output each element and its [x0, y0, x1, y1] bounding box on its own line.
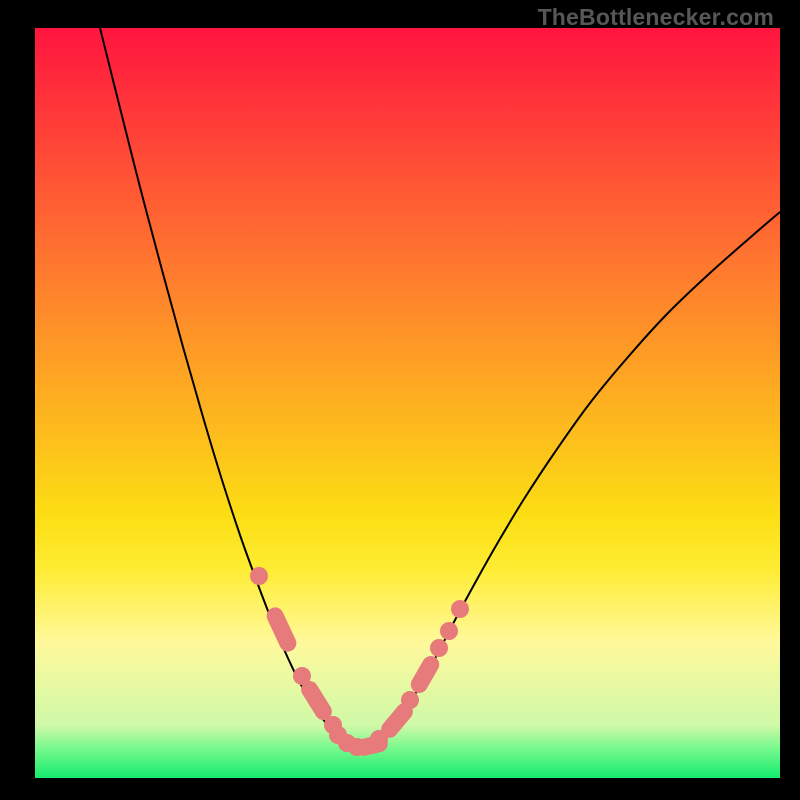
marker-dot	[250, 567, 268, 585]
marker-dot	[401, 691, 419, 709]
marker-dot	[348, 738, 366, 756]
watermark-text: TheBottlenecker.com	[538, 4, 774, 31]
curve-left	[100, 28, 359, 748]
marker-dot	[430, 639, 448, 657]
plot-area	[35, 28, 780, 778]
chart-canvas: TheBottlenecker.com	[0, 0, 800, 800]
marker-dot	[440, 622, 458, 640]
marker-dot	[451, 600, 469, 618]
curve-layer	[35, 28, 780, 778]
marker-dot	[370, 730, 388, 748]
marker-dot	[293, 667, 311, 685]
